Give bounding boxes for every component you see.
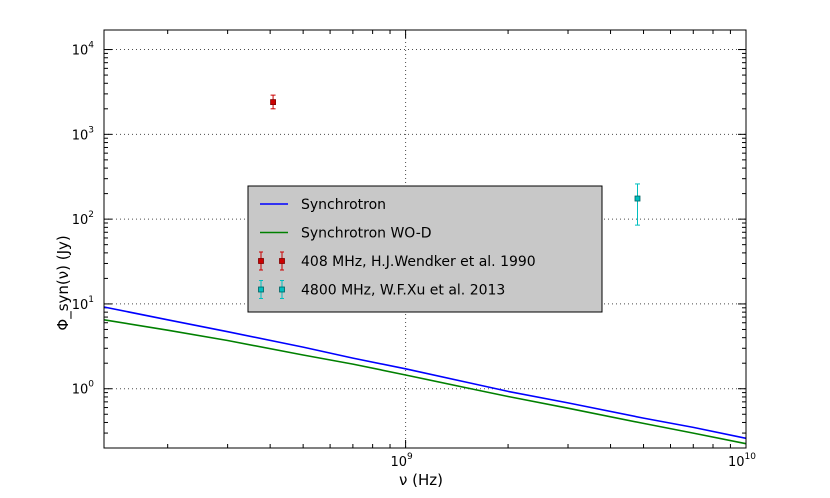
series-line-1 [103,319,747,445]
legend-swatch-marker [258,258,264,264]
series-line-0 [103,306,747,440]
legend-swatch-marker [279,258,285,264]
y-tick-label: 100 [72,380,95,398]
legend-swatch-marker [279,286,285,293]
tick-labels: 109 1010 100 101 102 103 104 [72,41,757,470]
legend-box [247,185,603,313]
data-point [634,195,641,202]
data-point [270,99,276,105]
legend-entry-label: 4800 MHz, W.F.Xu et al. 2013 [301,283,505,299]
y-tick-label: 102 [72,210,94,228]
x-tick-label: 109 [390,452,413,470]
ticks [104,30,747,449]
plot-area [103,94,747,445]
legend-entry-label: Synchrotron [301,197,386,213]
plot-frame [103,29,747,449]
y-tick-label: 103 [72,125,94,143]
y-axis-label: Φ_syn(ν) (Jy) [54,235,73,330]
legend: Synchrotron Synchrotron WO-D 408 MHz, H.J.… [247,185,603,313]
y-tick-label: 104 [72,41,95,59]
legend-entry-label: Synchrotron WO-D [301,226,432,242]
x-axis-label: ν (Hz) [399,471,443,489]
legend-swatch-marker [258,286,264,293]
x-tick-label: 1010 [728,452,756,470]
legend-entry-label: 408 MHz, H.J.Wendker et al. 1990 [301,254,536,270]
y-tick-label: 101 [72,295,94,313]
